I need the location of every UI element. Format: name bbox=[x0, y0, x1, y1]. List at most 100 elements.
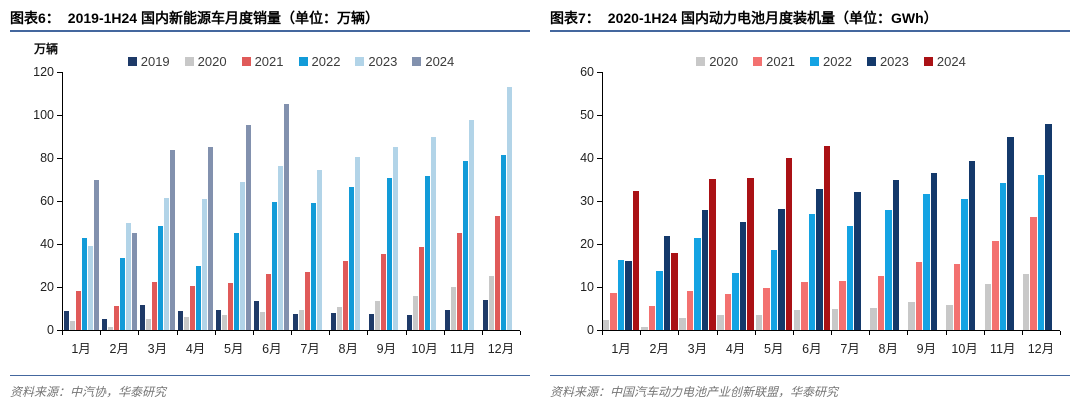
bar-2021-1月 bbox=[75, 291, 81, 330]
bar-2021-2月 bbox=[648, 306, 655, 330]
bar-2022-2月 bbox=[119, 257, 125, 330]
bar-2019-7月 bbox=[292, 313, 298, 330]
legend-swatch-2023 bbox=[355, 57, 365, 66]
bar-2022-4月 bbox=[196, 265, 202, 330]
source-note: 资料来源：中汽协，华泰研究 bbox=[10, 385, 167, 399]
x-tick-mark bbox=[602, 331, 603, 335]
y-tick-mark bbox=[57, 201, 62, 202]
x-tick-label: 3月 bbox=[147, 342, 168, 356]
bar-2021-4月 bbox=[724, 293, 732, 330]
bar-2022-12月 bbox=[1037, 174, 1045, 330]
y-tick-label: 20 bbox=[580, 237, 594, 251]
bar-2020-9月 bbox=[374, 300, 380, 330]
legend-swatch-2019 bbox=[127, 57, 137, 66]
bar-2020-6月 bbox=[260, 311, 266, 330]
bar-2021-1月 bbox=[610, 292, 617, 330]
footer-divider bbox=[10, 375, 530, 376]
bar-2019-1月 bbox=[63, 310, 69, 330]
x-tick-label: 6月 bbox=[262, 342, 282, 356]
bar-2023-2月 bbox=[125, 222, 131, 330]
y-tick-mark bbox=[597, 72, 602, 73]
bar-2020-4月 bbox=[717, 314, 724, 330]
figure-title-text: 2019-1H24 国内新能源车月度销量（单位：万辆） bbox=[67, 10, 379, 26]
bar-2019-6月 bbox=[254, 300, 260, 330]
bar-2023-1月 bbox=[87, 246, 93, 330]
bar-2022-8月 bbox=[885, 210, 892, 330]
x-tick-mark bbox=[678, 331, 680, 335]
x-tick-mark bbox=[100, 331, 102, 335]
bar-2022-5月 bbox=[770, 250, 777, 330]
bar-2021-12月 bbox=[1030, 217, 1037, 330]
bar-2020-5月 bbox=[222, 314, 228, 330]
x-tick-label: 11月 bbox=[449, 342, 476, 356]
bar-2022-7月 bbox=[310, 203, 316, 330]
bar-2023-1月 bbox=[625, 260, 632, 330]
bar-2024-1月 bbox=[632, 191, 640, 330]
bar-2023-7月 bbox=[316, 169, 322, 330]
x-tick-label: 11月 bbox=[989, 342, 1016, 356]
x-tick-mark bbox=[443, 331, 445, 335]
y-tick-mark bbox=[57, 330, 62, 331]
bar-2019-10月 bbox=[407, 314, 413, 330]
bar-2021-6月 bbox=[801, 282, 808, 330]
legend-item: 2021 bbox=[241, 54, 284, 69]
x-tick-label: 10月 bbox=[951, 342, 978, 356]
legend-swatch-2020 bbox=[696, 57, 706, 66]
y-tick-mark bbox=[597, 244, 602, 245]
bar-2023-5月 bbox=[240, 181, 246, 330]
y-tick-label: 120 bbox=[33, 65, 54, 79]
bar-2023-11月 bbox=[469, 120, 475, 330]
bar-2024-3月 bbox=[709, 179, 716, 330]
bar-2021-6月 bbox=[266, 274, 272, 330]
bar-2020-2月 bbox=[107, 326, 113, 330]
x-tick-label: 5月 bbox=[764, 342, 784, 356]
x-tick-mark bbox=[291, 331, 292, 335]
bar-2022-11月 bbox=[463, 161, 469, 330]
bar-2021-10月 bbox=[953, 263, 961, 330]
y-tick-mark bbox=[597, 201, 602, 202]
legend-item: 2023 bbox=[866, 54, 909, 69]
legend-swatch-2023 bbox=[866, 57, 876, 66]
bar-2022-1月 bbox=[617, 260, 625, 330]
bar-2021-5月 bbox=[228, 282, 234, 330]
bar-2019-5月 bbox=[216, 309, 222, 330]
x-tick-label: 7月 bbox=[300, 342, 320, 356]
x-tick-label: 1月 bbox=[611, 342, 631, 356]
bar-2020-12月 bbox=[489, 276, 495, 330]
bar-2023-3月 bbox=[701, 210, 709, 330]
bar-2023-12月 bbox=[1045, 124, 1052, 330]
bar-2023-6月 bbox=[816, 188, 823, 330]
y-tick-label: 50 bbox=[580, 108, 594, 122]
x-tick-mark bbox=[252, 331, 254, 335]
y-tick-label: 40 bbox=[580, 151, 594, 165]
x-tick-label: 12月 bbox=[487, 342, 515, 356]
legend-swatch-2020 bbox=[184, 57, 194, 66]
bar-2022-9月 bbox=[386, 178, 392, 330]
x-tick-mark bbox=[214, 331, 216, 335]
bar-2023-2月 bbox=[663, 235, 670, 330]
bar-2024-5月 bbox=[246, 124, 252, 330]
nev-monthly-sales-chart: 万辆 2019 2020 2021 2022 2023 2024 0 20 40 60 80 100 12… bbox=[10, 32, 530, 372]
panel-nev-sales: 图表6： 2019-1H24 国内新能源车月度销量（单位：万辆） 万辆 2019 20… bbox=[10, 10, 530, 399]
y-tick-label: 0 bbox=[47, 323, 54, 337]
y-tick-mark bbox=[57, 115, 62, 116]
x-tick-mark bbox=[1060, 331, 1061, 335]
bar-2020-2月 bbox=[641, 327, 648, 330]
legend-label: 2024 bbox=[936, 54, 966, 69]
y-tick-mark bbox=[57, 72, 62, 73]
bar-2023-10月 bbox=[431, 136, 437, 330]
title-underline bbox=[10, 30, 530, 32]
bar-2021-2月 bbox=[113, 306, 119, 330]
bar-2022-11月 bbox=[999, 182, 1006, 330]
bar-2020-3月 bbox=[145, 319, 151, 330]
legend-item: 2020 bbox=[184, 54, 227, 69]
legend-label: 2021 bbox=[254, 54, 284, 69]
bar-2024-2月 bbox=[671, 252, 678, 330]
x-tick-mark bbox=[945, 331, 947, 335]
legend-item: 2024 bbox=[412, 54, 454, 69]
bar-2023-8月 bbox=[354, 156, 360, 330]
x-tick-label: 1月 bbox=[71, 342, 91, 356]
bar-2024-5月 bbox=[785, 158, 792, 330]
legend-item: 2021 bbox=[753, 54, 795, 69]
bar-2020-8月 bbox=[870, 308, 877, 330]
